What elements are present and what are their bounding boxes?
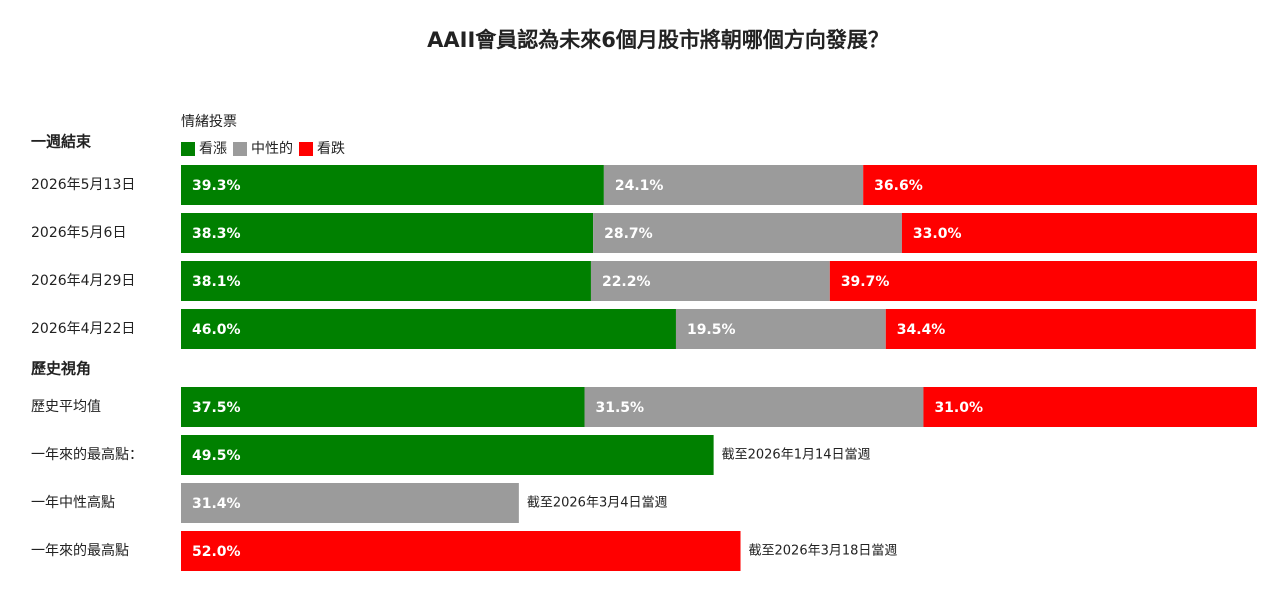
bar-segment: [675, 309, 886, 349]
legend-label: 中性的: [251, 141, 293, 157]
bar-segment: [863, 165, 1257, 205]
category-label: 一年來的最高點: [31, 542, 129, 559]
value-label: 24.1%: [615, 178, 664, 194]
category-label: 歷史平均值: [31, 399, 101, 415]
bar-segment: [181, 531, 741, 571]
value-label: 49.5%: [192, 448, 241, 464]
category-label: 2026年5月13日: [31, 177, 135, 193]
note: 截至2026年1月14日當週: [722, 448, 871, 463]
legend-swatch: [299, 142, 313, 156]
legend-swatch: [233, 142, 247, 156]
bar-segment: [885, 309, 1256, 349]
bar-segment: [590, 261, 830, 301]
value-label: 31.4%: [192, 496, 241, 512]
value-label: 28.7%: [604, 226, 653, 242]
bar-segment: [829, 261, 1257, 301]
bar-segment: [181, 261, 591, 301]
legend-title: 情緒投票: [181, 114, 237, 130]
note: 截至2026年3月4日當週: [527, 496, 668, 511]
value-label: 37.5%: [192, 400, 241, 416]
value-label: 38.1%: [192, 274, 241, 290]
bar-segment: [901, 213, 1257, 253]
value-label: 34.4%: [897, 322, 946, 338]
value-label: 19.5%: [687, 322, 736, 338]
category-label: 一年來的最高點：: [31, 446, 143, 463]
note: 截至2026年3月18日當週: [749, 544, 898, 559]
bar-segment: [584, 387, 924, 427]
value-label: 36.6%: [874, 178, 923, 194]
bar-segment: [181, 165, 604, 205]
legend-label: 看漲: [199, 141, 227, 157]
group-label: 一週結束: [31, 133, 92, 151]
group-label: 歷史視角: [31, 360, 91, 378]
value-label: 39.7%: [841, 274, 890, 290]
category-label: 2026年4月22日: [31, 321, 135, 337]
chart-title: AAII會員認為未來6個月股市將朝哪個方向發展？: [427, 28, 889, 52]
category-label: 2026年5月6日: [31, 225, 126, 241]
bar-segment: [603, 165, 864, 205]
bar-segment: [181, 309, 676, 349]
value-label: 22.2%: [602, 274, 651, 290]
bar-segment: [923, 387, 1257, 427]
value-label: 39.3%: [192, 178, 241, 194]
legend-label: 看跌: [317, 141, 345, 157]
value-label: 33.0%: [913, 226, 962, 242]
value-label: 46.0%: [192, 322, 241, 338]
value-label: 38.3%: [192, 226, 241, 242]
category-label: 一年中性高點: [31, 494, 115, 511]
bar-segment: [593, 213, 902, 253]
value-label: 31.0%: [934, 400, 983, 416]
legend-swatch: [181, 142, 195, 156]
bar-segment: [181, 435, 714, 475]
category-label: 2026年4月29日: [31, 273, 135, 289]
bar-segment: [181, 387, 585, 427]
bar-segment: [181, 483, 519, 523]
value-label: 31.5%: [596, 400, 645, 416]
bar-segment: [181, 213, 594, 253]
value-label: 52.0%: [192, 544, 241, 560]
